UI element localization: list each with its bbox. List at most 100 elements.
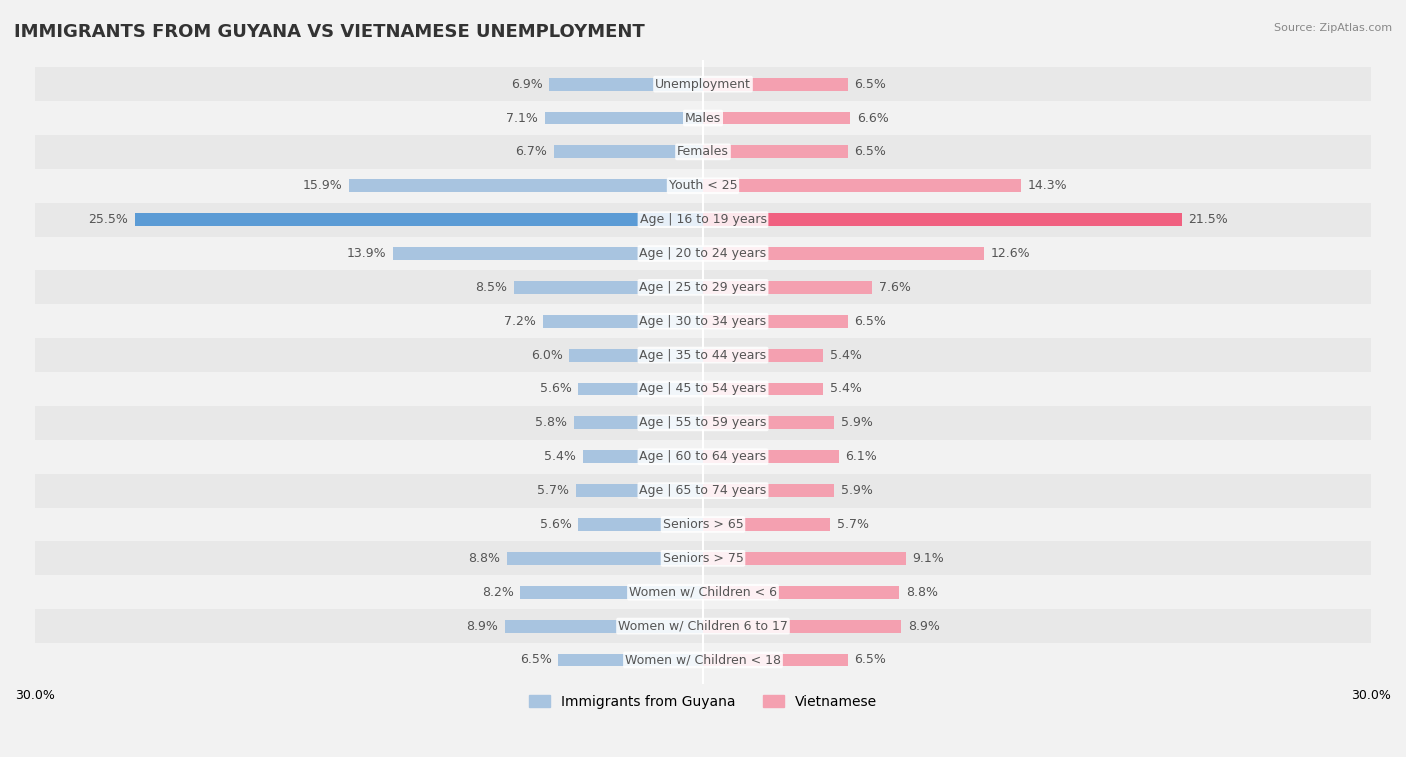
Bar: [513, 281, 703, 294]
Bar: [703, 586, 898, 599]
Bar: [703, 552, 905, 565]
Legend: Immigrants from Guyana, Vietnamese: Immigrants from Guyana, Vietnamese: [523, 689, 883, 714]
Text: Unemployment: Unemployment: [655, 78, 751, 91]
Bar: [505, 620, 703, 633]
Bar: [35, 67, 1371, 101]
Text: 6.5%: 6.5%: [855, 78, 886, 91]
Bar: [578, 382, 703, 395]
Bar: [703, 450, 839, 463]
Text: 8.5%: 8.5%: [475, 281, 508, 294]
Text: 5.8%: 5.8%: [536, 416, 567, 429]
Bar: [543, 315, 703, 328]
Text: Age | 25 to 29 years: Age | 25 to 29 years: [640, 281, 766, 294]
Text: Seniors > 65: Seniors > 65: [662, 518, 744, 531]
Bar: [508, 552, 703, 565]
Text: 7.2%: 7.2%: [505, 315, 536, 328]
Text: 14.3%: 14.3%: [1028, 179, 1067, 192]
Bar: [35, 203, 1371, 236]
Bar: [703, 213, 1182, 226]
Bar: [703, 382, 824, 395]
Bar: [582, 450, 703, 463]
Bar: [35, 304, 1371, 338]
Text: 8.8%: 8.8%: [905, 586, 938, 599]
Bar: [569, 349, 703, 362]
Text: 6.5%: 6.5%: [855, 145, 886, 158]
Text: IMMIGRANTS FROM GUYANA VS VIETNAMESE UNEMPLOYMENT: IMMIGRANTS FROM GUYANA VS VIETNAMESE UNE…: [14, 23, 645, 41]
Bar: [35, 541, 1371, 575]
Text: 5.9%: 5.9%: [841, 416, 873, 429]
Text: Age | 60 to 64 years: Age | 60 to 64 years: [640, 450, 766, 463]
Text: 5.4%: 5.4%: [830, 349, 862, 362]
Text: 5.7%: 5.7%: [537, 484, 569, 497]
Text: Females: Females: [678, 145, 728, 158]
Bar: [703, 145, 848, 158]
Text: 5.4%: 5.4%: [830, 382, 862, 395]
Bar: [703, 349, 824, 362]
Bar: [703, 179, 1021, 192]
Bar: [703, 247, 984, 260]
Text: Age | 30 to 34 years: Age | 30 to 34 years: [640, 315, 766, 328]
Text: 8.8%: 8.8%: [468, 552, 501, 565]
Text: Women w/ Children 6 to 17: Women w/ Children 6 to 17: [619, 620, 787, 633]
Text: 7.6%: 7.6%: [879, 281, 911, 294]
Text: 25.5%: 25.5%: [89, 213, 128, 226]
Text: 6.5%: 6.5%: [855, 315, 886, 328]
Text: Source: ZipAtlas.com: Source: ZipAtlas.com: [1274, 23, 1392, 33]
Bar: [135, 213, 703, 226]
Bar: [35, 270, 1371, 304]
Bar: [35, 236, 1371, 270]
Bar: [35, 474, 1371, 507]
Text: 5.6%: 5.6%: [540, 382, 572, 395]
Bar: [703, 653, 848, 666]
Text: Age | 16 to 19 years: Age | 16 to 19 years: [640, 213, 766, 226]
Bar: [703, 484, 834, 497]
Text: 6.5%: 6.5%: [855, 653, 886, 666]
Text: Age | 55 to 59 years: Age | 55 to 59 years: [640, 416, 766, 429]
Text: Women w/ Children < 6: Women w/ Children < 6: [628, 586, 778, 599]
Bar: [35, 338, 1371, 372]
Text: 13.9%: 13.9%: [347, 247, 387, 260]
Text: Youth < 25: Youth < 25: [669, 179, 737, 192]
Bar: [576, 484, 703, 497]
Text: 5.9%: 5.9%: [841, 484, 873, 497]
Bar: [546, 111, 703, 124]
Bar: [35, 575, 1371, 609]
Bar: [703, 518, 830, 531]
Text: 6.6%: 6.6%: [856, 111, 889, 124]
Text: 6.5%: 6.5%: [520, 653, 551, 666]
Bar: [703, 416, 834, 429]
Bar: [558, 653, 703, 666]
Bar: [703, 78, 848, 91]
Text: 7.1%: 7.1%: [506, 111, 538, 124]
Text: 21.5%: 21.5%: [1188, 213, 1229, 226]
Bar: [349, 179, 703, 192]
Text: 9.1%: 9.1%: [912, 552, 943, 565]
Text: 6.7%: 6.7%: [515, 145, 547, 158]
Text: Women w/ Children < 18: Women w/ Children < 18: [626, 653, 780, 666]
Bar: [574, 416, 703, 429]
Text: 8.9%: 8.9%: [908, 620, 939, 633]
Bar: [35, 169, 1371, 203]
Text: Seniors > 75: Seniors > 75: [662, 552, 744, 565]
Text: Age | 35 to 44 years: Age | 35 to 44 years: [640, 349, 766, 362]
Text: 6.1%: 6.1%: [845, 450, 877, 463]
Bar: [35, 372, 1371, 406]
Text: Age | 45 to 54 years: Age | 45 to 54 years: [640, 382, 766, 395]
Bar: [520, 586, 703, 599]
Bar: [554, 145, 703, 158]
Text: Males: Males: [685, 111, 721, 124]
Bar: [703, 620, 901, 633]
Bar: [550, 78, 703, 91]
Bar: [35, 609, 1371, 643]
Bar: [35, 440, 1371, 474]
Bar: [394, 247, 703, 260]
Text: 12.6%: 12.6%: [990, 247, 1029, 260]
Text: 6.0%: 6.0%: [531, 349, 562, 362]
Bar: [703, 111, 851, 124]
Text: 5.4%: 5.4%: [544, 450, 576, 463]
Text: Age | 65 to 74 years: Age | 65 to 74 years: [640, 484, 766, 497]
Bar: [35, 643, 1371, 677]
Bar: [35, 507, 1371, 541]
Text: 8.9%: 8.9%: [467, 620, 498, 633]
Bar: [578, 518, 703, 531]
